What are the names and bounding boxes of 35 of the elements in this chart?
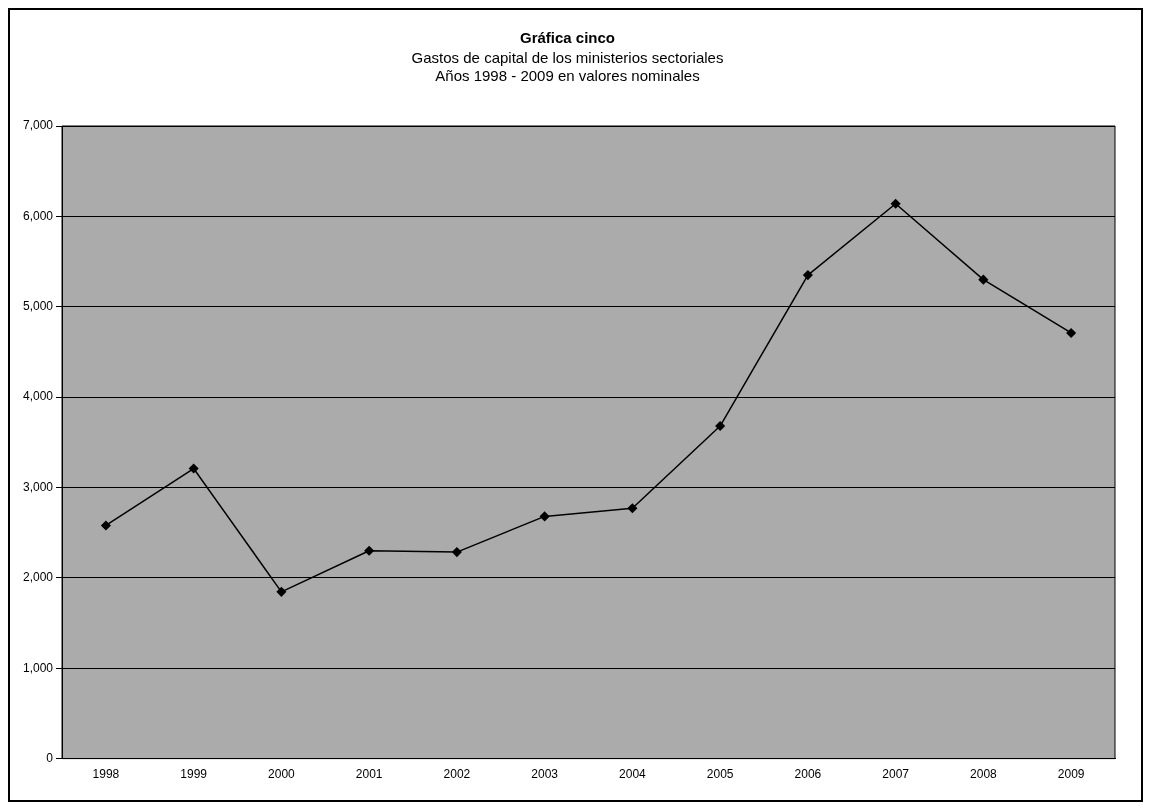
point: [715, 421, 725, 431]
point: [627, 503, 638, 514]
y-tick-label: 7,000: [23, 118, 54, 133]
chart-title: Gráfica cinco: [519, 29, 616, 47]
x-tick-label: 2006: [794, 767, 822, 782]
point: [539, 511, 550, 522]
y-tick-label: 0: [46, 750, 54, 765]
point: [188, 463, 199, 474]
point: [276, 587, 287, 597]
x-tick-label: 2002: [443, 767, 471, 782]
x-tick-label: 2008: [970, 767, 998, 782]
x-tick-label: 2009: [1057, 767, 1085, 782]
y-tick-label: 5,000: [23, 299, 54, 314]
y-tick-label: 1,000: [23, 660, 54, 675]
point: [1066, 328, 1076, 338]
point: [890, 198, 901, 209]
point: [978, 274, 989, 285]
x-tick-label: 2001: [355, 767, 383, 782]
x-tick-label: 1999: [180, 767, 208, 782]
x-tick-label: 2007: [882, 767, 910, 782]
x-tick-label: 2005: [706, 767, 734, 782]
point: [452, 547, 462, 557]
x-tick-label: 2000: [268, 767, 296, 782]
y-tick-label: 6,000: [23, 208, 54, 223]
point: [101, 520, 111, 531]
text: Años 1998 - 2009 en valores nominales: [435, 67, 700, 85]
x-tick-label: 2004: [619, 767, 647, 782]
y-tick-label: 4,000: [23, 389, 54, 404]
text: Gastos de capital de los ministerios sectoriales: [411, 49, 724, 67]
x-tick-label: 2003: [531, 767, 559, 782]
y-tick-label: 2,000: [23, 570, 54, 585]
point: [364, 546, 374, 556]
point: [803, 270, 813, 280]
x-tick-label: 1998: [92, 767, 120, 782]
y-tick-label: 3,000: [23, 479, 54, 494]
